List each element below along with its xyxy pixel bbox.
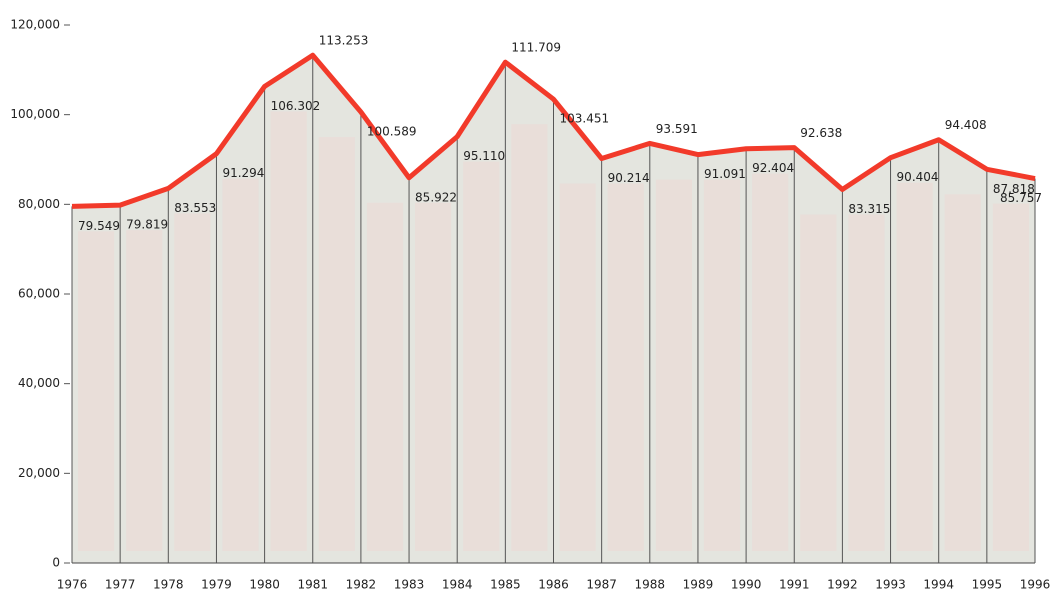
data-label: 90.214 bbox=[608, 171, 650, 185]
band bbox=[366, 202, 404, 552]
x-tick-label: 1979 bbox=[201, 578, 232, 591]
band bbox=[174, 213, 211, 551]
x-tick-label: 1987 bbox=[586, 578, 617, 591]
data-label: 95.110 bbox=[463, 149, 505, 163]
x-tick-label: 1992 bbox=[827, 578, 858, 591]
x-tick-label: 1996 bbox=[1020, 578, 1051, 591]
band bbox=[78, 231, 115, 551]
data-label: 90.404 bbox=[897, 170, 939, 184]
x-tick-label: 1995 bbox=[972, 578, 1003, 591]
data-label: 103.451 bbox=[560, 112, 610, 126]
band bbox=[992, 203, 1029, 552]
data-label: 113.253 bbox=[319, 34, 369, 48]
data-label: 94.408 bbox=[945, 118, 987, 132]
x-tick-label: 1994 bbox=[923, 578, 954, 591]
band bbox=[944, 194, 981, 551]
y-tick-label: 100,000 bbox=[10, 107, 60, 121]
x-tick-label: 1989 bbox=[683, 578, 714, 591]
x-tick-label: 1981 bbox=[297, 578, 328, 591]
data-label: 79.819 bbox=[126, 218, 168, 232]
data-label: 83.553 bbox=[174, 201, 216, 215]
data-label: 85.922 bbox=[415, 190, 457, 204]
band bbox=[800, 214, 837, 552]
data-label: 100.589 bbox=[367, 125, 417, 139]
data-label: 92.638 bbox=[800, 126, 842, 140]
data-label: 87.818 bbox=[993, 182, 1035, 196]
data-label: 79.549 bbox=[78, 219, 120, 233]
band bbox=[270, 111, 307, 552]
band bbox=[848, 214, 885, 552]
x-tick-label: 1983 bbox=[394, 578, 425, 591]
band bbox=[896, 182, 933, 552]
x-tick-label: 1986 bbox=[538, 578, 569, 591]
band bbox=[463, 161, 500, 552]
band bbox=[655, 179, 692, 551]
x-tick-label: 1984 bbox=[442, 578, 473, 591]
band bbox=[607, 183, 644, 551]
x-tick-label: 1980 bbox=[249, 578, 280, 591]
band bbox=[222, 178, 259, 552]
band bbox=[703, 179, 741, 551]
x-tick-label: 1977 bbox=[105, 578, 136, 591]
data-label: 83.315 bbox=[848, 202, 890, 216]
x-tick-label: 1991 bbox=[779, 578, 810, 591]
y-tick-label: 80,000 bbox=[18, 197, 60, 211]
y-tick-label: 40,000 bbox=[18, 376, 60, 390]
x-tick-label: 1990 bbox=[731, 578, 762, 591]
x-tick-label: 1978 bbox=[153, 578, 184, 591]
band bbox=[752, 173, 789, 552]
y-tick-label: 0 bbox=[52, 556, 60, 570]
y-tick-label: 60,000 bbox=[18, 287, 60, 301]
data-label: 91.091 bbox=[704, 167, 746, 181]
y-tick-label: 20,000 bbox=[18, 466, 60, 480]
data-label: 93.591 bbox=[656, 122, 698, 136]
data-label: 106.302 bbox=[271, 99, 321, 113]
data-label: 111.709 bbox=[511, 41, 561, 55]
data-label: 85.757 bbox=[1000, 191, 1042, 205]
band bbox=[559, 183, 596, 551]
y-tick-label: 120,000 bbox=[10, 18, 60, 32]
band bbox=[511, 124, 548, 551]
data-label: 92.404 bbox=[752, 161, 794, 175]
x-tick-label: 1993 bbox=[875, 578, 906, 591]
data-label: 91.294 bbox=[222, 166, 264, 180]
x-tick-label: 1985 bbox=[490, 578, 521, 591]
x-tick-label: 1988 bbox=[635, 578, 666, 591]
line bbox=[71, 52, 1036, 209]
band bbox=[126, 230, 163, 551]
band bbox=[415, 202, 452, 552]
x-tick-label: 1982 bbox=[346, 578, 377, 591]
band bbox=[318, 137, 355, 551]
x-tick-label: 1976 bbox=[57, 578, 88, 591]
